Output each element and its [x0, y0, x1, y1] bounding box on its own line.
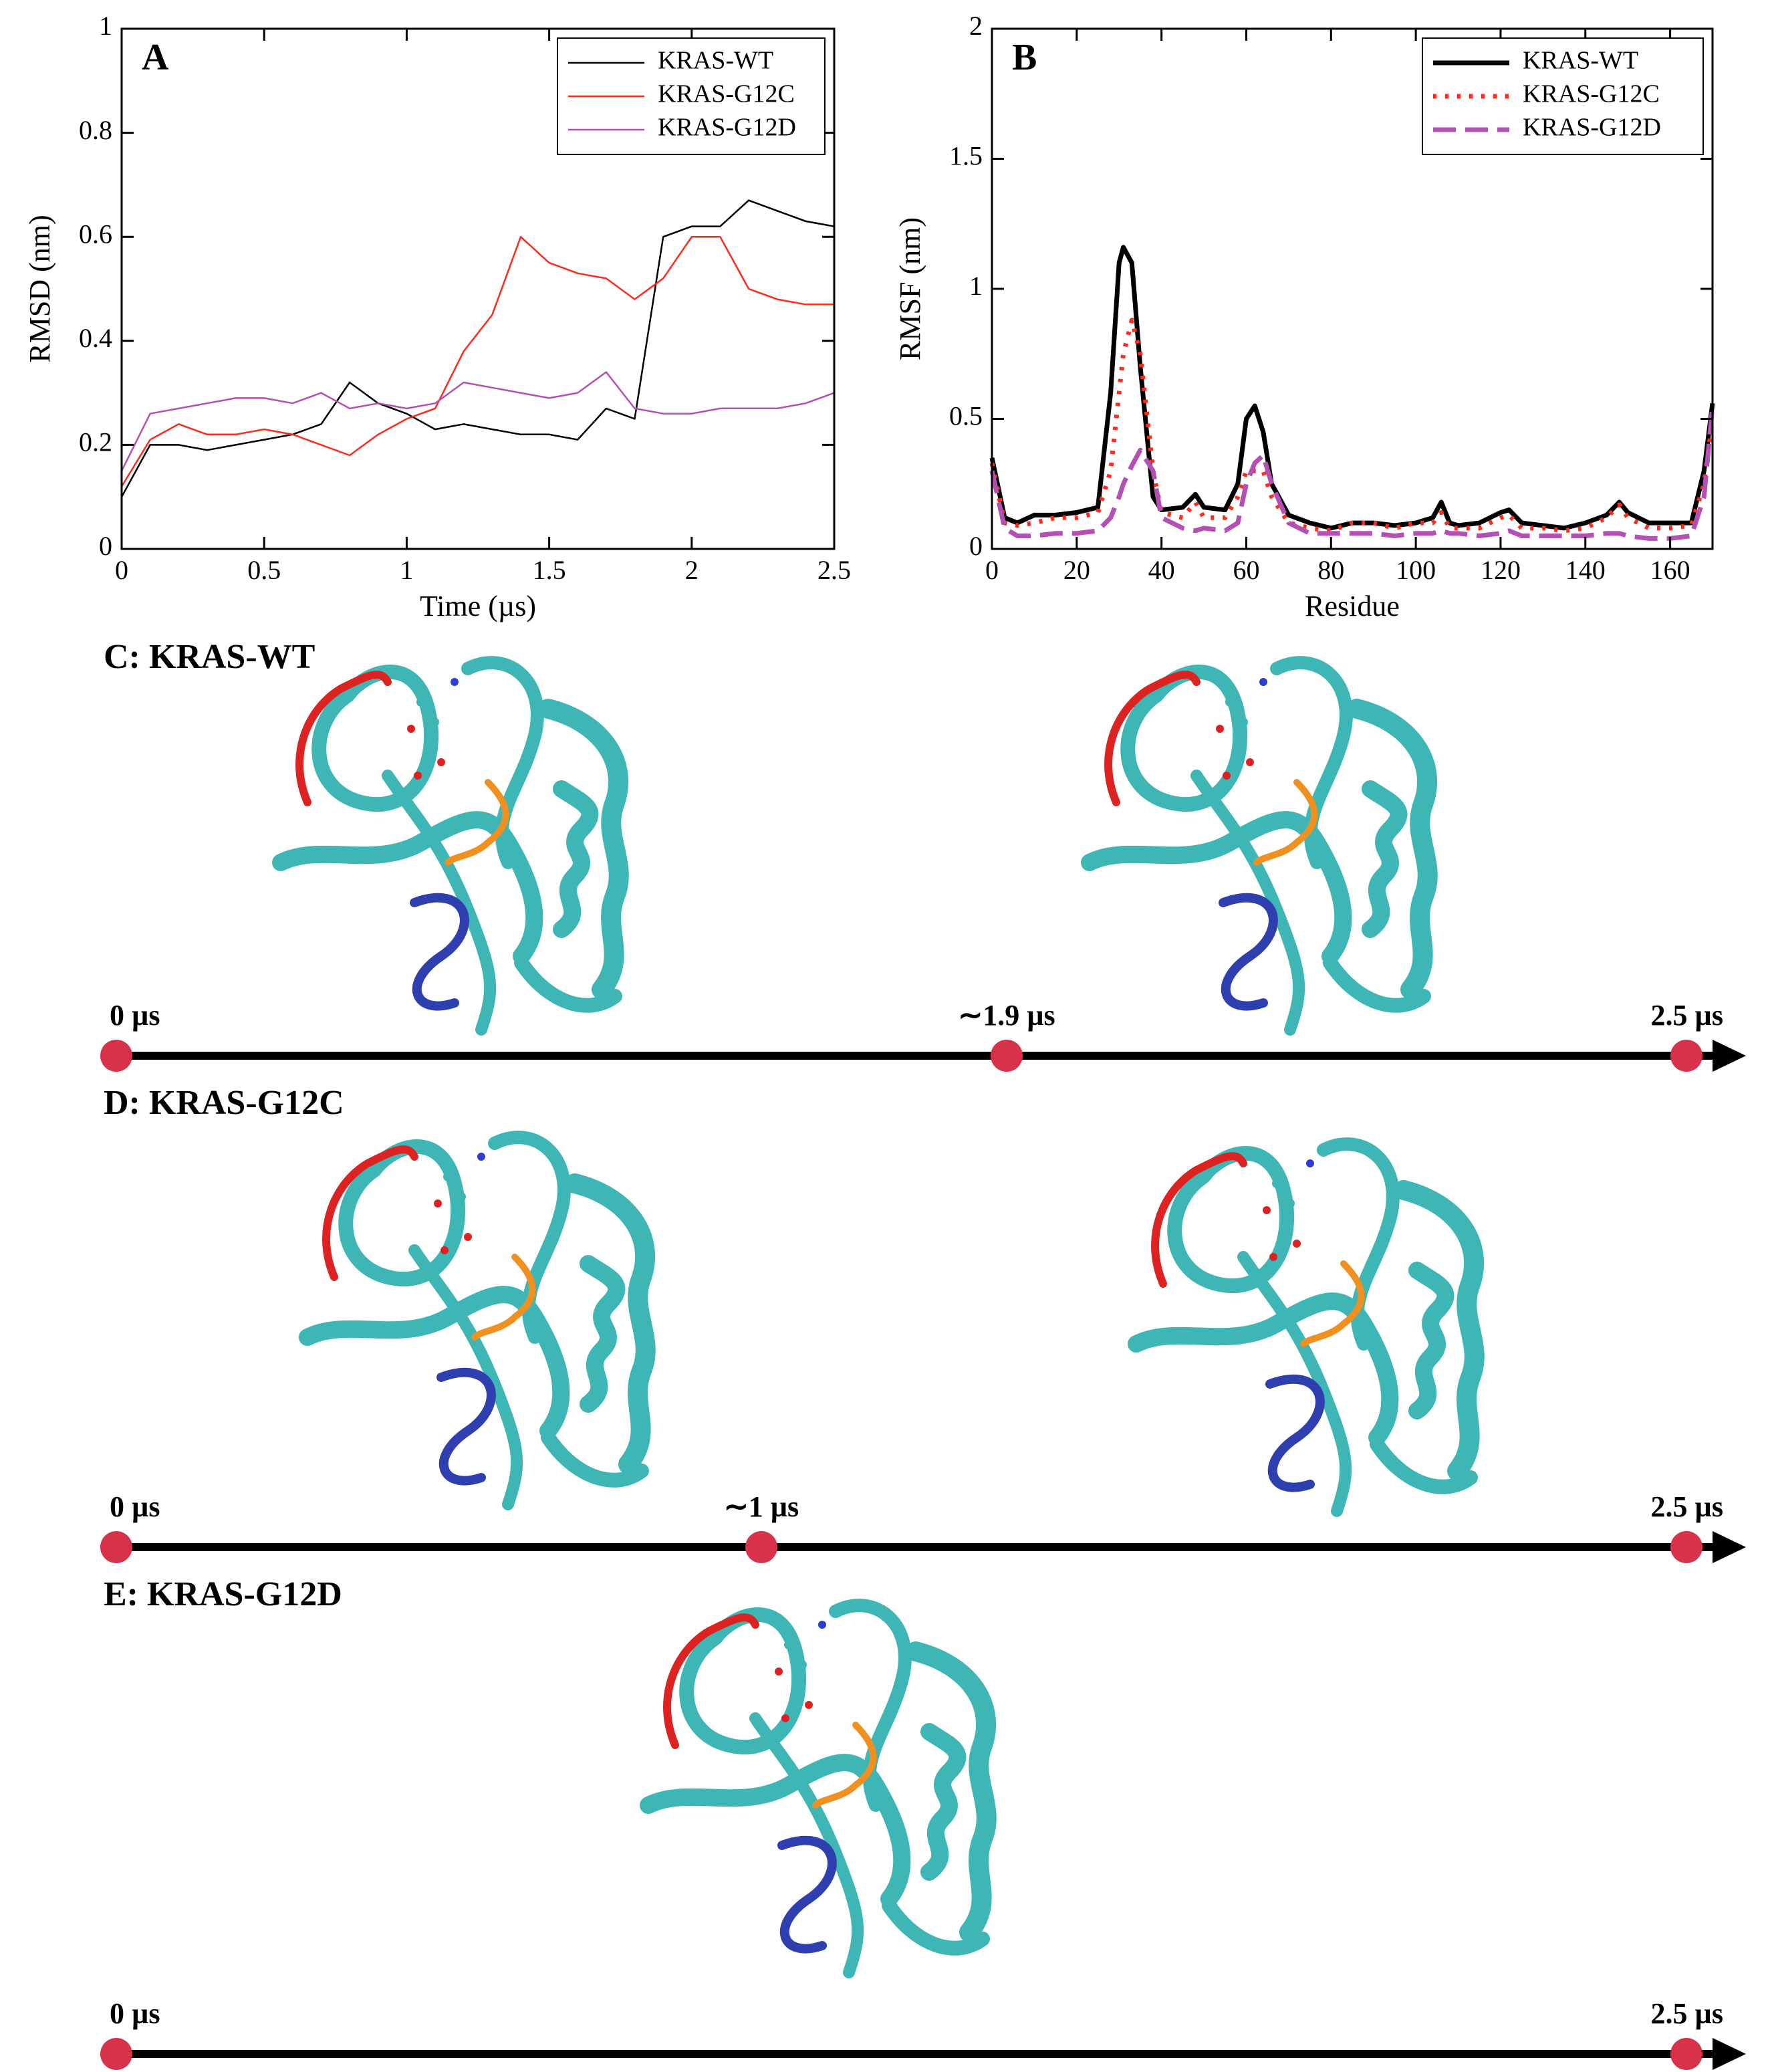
y-tick-label: 2 — [969, 11, 983, 41]
timeline-arrow — [1713, 1040, 1746, 1072]
timeline-point — [745, 1531, 777, 1563]
protein-structure — [1090, 663, 1428, 1030]
x-tick-label: 80 — [1317, 555, 1344, 585]
legend-label: KRAS-WT — [1523, 47, 1638, 75]
data-line — [989, 245, 1715, 531]
panel-title: E: KRAS-G12D — [104, 1575, 342, 1613]
x-tick-label: 2 — [685, 555, 699, 585]
panel-title: D: KRAS-G12C — [104, 1084, 344, 1122]
protein-structure — [307, 1137, 646, 1504]
timeline-arrow — [1713, 1531, 1746, 1563]
x-tick-label: 1.5 — [533, 555, 566, 585]
timeline-label: 0 µs — [110, 1490, 160, 1523]
panel-label: A — [142, 37, 169, 78]
data-line — [989, 318, 1715, 534]
legend-label: KRAS-G12D — [1523, 114, 1661, 142]
x-tick-label: 140 — [1565, 555, 1606, 585]
x-axis-label: Residue — [1305, 590, 1400, 622]
protein-structure — [648, 1605, 987, 1972]
x-tick-label: 60 — [1233, 555, 1259, 585]
x-tick-label: 100 — [1396, 555, 1436, 585]
x-tick-label: 0 — [115, 555, 128, 585]
timeline-label: 2.5 µs — [1651, 1997, 1723, 2030]
data-line — [120, 235, 834, 487]
timeline-point — [1670, 2038, 1702, 2070]
y-tick-label: 1 — [969, 271, 983, 301]
y-tick-label: 0.2 — [79, 427, 112, 457]
x-tick-label: 20 — [1063, 555, 1090, 585]
timeline-label: 0 µs — [110, 999, 160, 1032]
x-tick-label: 40 — [1148, 555, 1175, 585]
y-tick-label: 1 — [99, 11, 112, 41]
y-axis-label: RMSD (nm) — [23, 215, 56, 362]
x-tick-label: 160 — [1650, 555, 1690, 585]
protein-structure — [281, 663, 619, 1030]
data-line — [120, 371, 835, 471]
y-tick-label: 0.4 — [79, 323, 112, 353]
legend-label: KRAS-G12C — [658, 80, 795, 108]
timeline-label: 2.5 µs — [1651, 999, 1723, 1032]
timeline-point — [1670, 1531, 1702, 1563]
panel-label: B — [1012, 37, 1037, 78]
timeline-point — [100, 1531, 132, 1563]
y-axis-label: RMSF (nm) — [894, 217, 926, 360]
timeline-point — [991, 1040, 1023, 1072]
data-line — [120, 199, 835, 497]
x-tick-label: 2.5 — [817, 555, 851, 585]
y-tick-label: 0 — [969, 531, 983, 561]
data-line — [989, 405, 1715, 541]
x-tick-label: 0.5 — [247, 555, 281, 585]
x-axis-label: Time (µs) — [420, 590, 536, 622]
protein-structures — [281, 663, 1475, 1972]
timeline-arrow — [1713, 2038, 1746, 2070]
y-tick-label: 0.5 — [949, 401, 983, 431]
plot-frame — [120, 27, 836, 550]
legend-label: KRAS-WT — [658, 47, 773, 75]
x-tick-label: 120 — [1481, 555, 1521, 585]
x-tick-label: 0 — [985, 555, 999, 585]
timeline-label: ∼1 µs — [724, 1490, 799, 1523]
x-tick-label: 1 — [400, 555, 413, 585]
panel-title: C: KRAS-WT — [104, 638, 315, 676]
timeline-label: 0 µs — [110, 1997, 160, 2030]
timeline-point — [1670, 1040, 1702, 1072]
timeline-point — [100, 1040, 132, 1072]
legend-label: KRAS-G12D — [658, 114, 796, 142]
y-tick-label: 1.5 — [949, 141, 983, 171]
timeline-label: 2.5 µs — [1651, 1490, 1723, 1523]
y-tick-label: 0.6 — [79, 219, 112, 249]
y-tick-label: 0.8 — [79, 115, 112, 145]
y-tick-label: 0 — [99, 531, 112, 561]
timeline-label: ∼1.9 µs — [958, 999, 1055, 1032]
legend-label: KRAS-G12C — [1523, 80, 1660, 108]
timeline-point — [100, 2038, 132, 2070]
protein-structure — [1136, 1144, 1475, 1511]
